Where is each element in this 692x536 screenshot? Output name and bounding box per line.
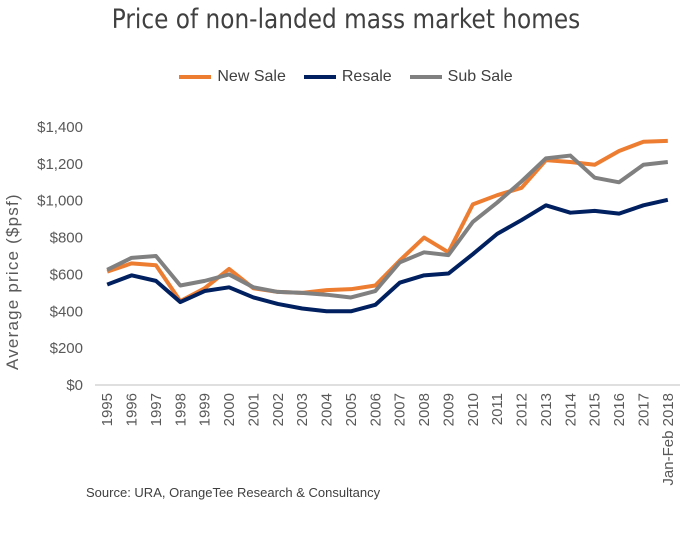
x-tick-label: 1999 (197, 393, 214, 426)
series-line-resale (106, 197, 669, 314)
x-tick-label: 2002 (270, 393, 287, 426)
y-tick-label: $1,400 (37, 119, 83, 136)
x-tick-label: 2003 (294, 393, 311, 426)
x-tick-label: 1997 (148, 393, 165, 426)
y-tick-label: $200 (50, 340, 83, 357)
x-tick-label: 2012 (514, 393, 531, 426)
y-tick-label: $1,000 (37, 193, 83, 210)
x-tick-label: 1998 (172, 393, 189, 426)
x-tick-label: 2009 (440, 393, 457, 426)
x-tick-label: 2010 (465, 393, 482, 426)
legend-item-resale: Resale (303, 68, 392, 86)
y-tick-label: $800 (50, 230, 83, 247)
legend: New Sale Resale Sub Sale (0, 68, 692, 86)
x-tick-label: Jan-Feb 2018 (660, 393, 677, 486)
x-tick-label: 2015 (587, 393, 604, 426)
legend-label-resale: Resale (341, 68, 392, 85)
series-line-sub-sale (106, 153, 669, 300)
y-tick-label: $400 (50, 303, 83, 320)
chart-title: Price of non-landed mass market homes (111, 4, 581, 35)
legend-swatch-resale (303, 75, 336, 79)
x-tick-label: 2017 (635, 393, 652, 426)
x-tick-label: 2007 (392, 393, 409, 426)
x-tick-label: 2016 (611, 393, 628, 426)
y-tick-label: $0 (66, 377, 83, 394)
x-tick-label: 2008 (416, 393, 433, 426)
x-tick-label: 1996 (124, 393, 141, 426)
legend-swatch-new-sale (179, 75, 212, 79)
legend-swatch-sub-sale (409, 75, 442, 79)
legend-item-sub-sale: Sub Sale (409, 68, 513, 86)
x-tick-label: 2004 (319, 393, 336, 426)
legend-label-new-sale: New Sale (217, 68, 286, 85)
legend-label-sub-sale: Sub Sale (447, 68, 513, 85)
x-tick-label: 1995 (99, 393, 116, 426)
y-tick-label: $600 (50, 266, 83, 283)
series-line-new-sale (106, 138, 668, 304)
x-tick-label: 2013 (538, 393, 555, 426)
x-tick-label: 2014 (562, 393, 579, 426)
x-tick-label: 2011 (489, 393, 506, 425)
x-tick-label: 2000 (221, 393, 238, 426)
x-tick-label: 2006 (367, 393, 384, 426)
x-tick-label: 2001 (245, 393, 262, 426)
x-tick-label: 2005 (343, 393, 360, 426)
y-tick-label: $1,200 (37, 156, 83, 173)
source-note: Source: URA, OrangeTee Research & Consul… (86, 485, 381, 500)
legend-item-new-sale: New Sale (179, 68, 286, 86)
